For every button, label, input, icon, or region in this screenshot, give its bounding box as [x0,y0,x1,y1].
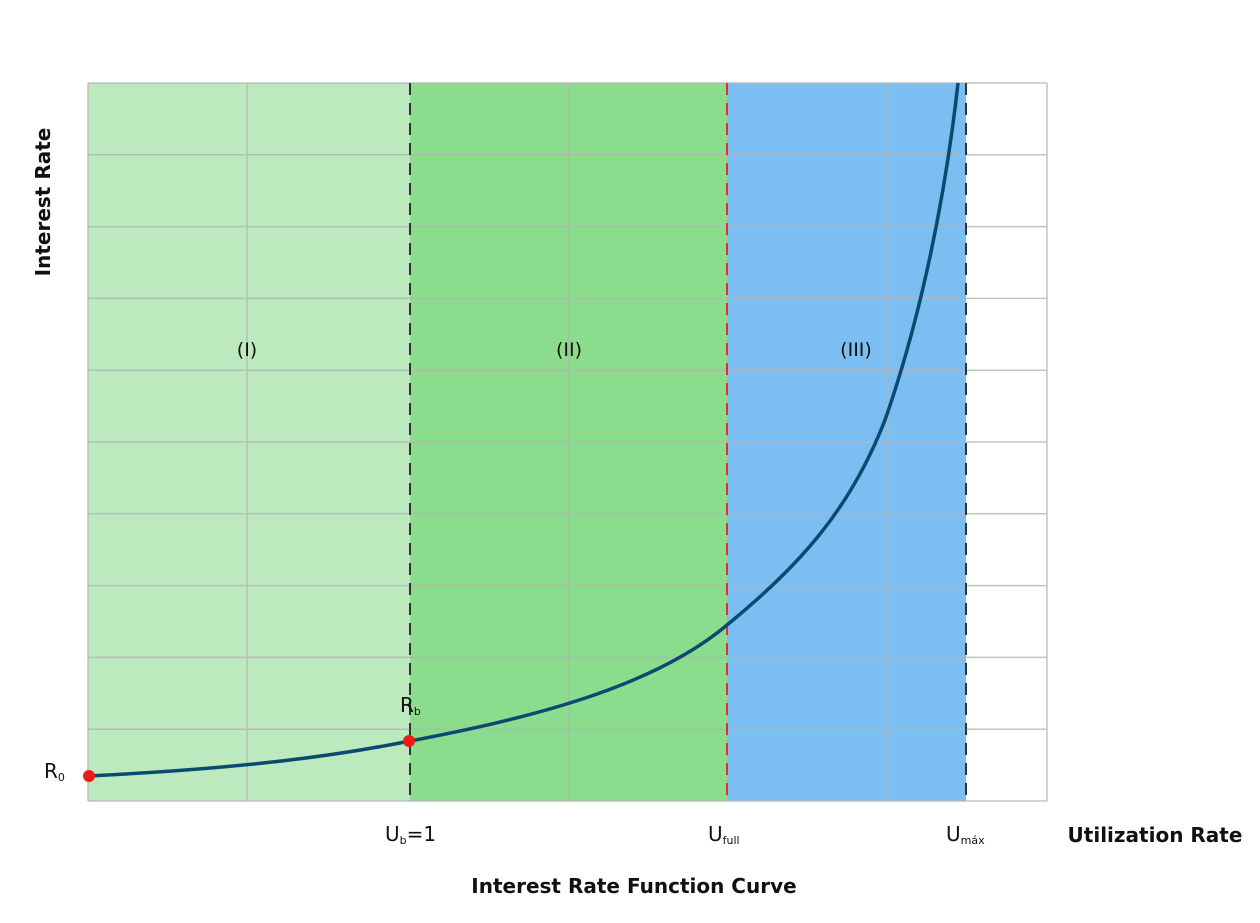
title: Interest Rate Function Curve [471,874,796,898]
region-label: (I) [237,339,257,361]
x-axis-label: Utilization Rate [1068,823,1243,847]
grid [87,82,1048,802]
point-label: R0 [44,759,65,784]
marker-label: Umáx [946,822,985,847]
point [403,735,415,747]
region-label: (II) [556,339,582,361]
point-label: Rb [400,693,421,718]
region-label: (III) [840,339,872,361]
point [83,770,95,782]
marker-label: Ufull [708,822,740,847]
y-axis-label: Interest Rate [31,128,55,277]
curve [87,82,960,778]
marker-label: Ub=1 [385,822,436,847]
